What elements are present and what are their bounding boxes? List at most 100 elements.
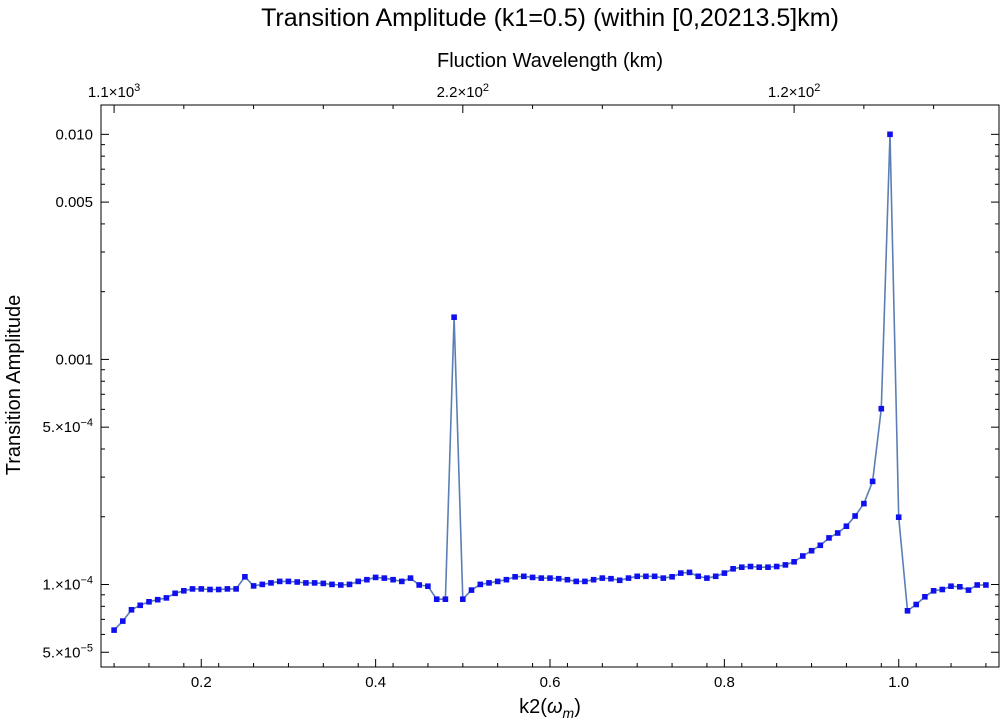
data-point-53 — [573, 578, 579, 585]
data-point-81 — [817, 542, 824, 549]
data-point-67 — [695, 573, 701, 580]
data-point-88 — [878, 405, 885, 412]
data-point-82 — [826, 535, 832, 541]
data-point-5 — [154, 596, 161, 603]
data-point-50 — [547, 575, 553, 581]
series-line-0 — [113, 134, 986, 631]
top-axis-title: Fluction Wavelength (km) — [437, 50, 663, 72]
data-point-31 — [381, 575, 388, 581]
data-point-60 — [634, 573, 640, 580]
data-point-62 — [651, 573, 658, 580]
data-point-55 — [590, 576, 597, 583]
y-tick-label-2: 5.×10−4 — [42, 417, 93, 436]
data-point-68 — [704, 575, 710, 581]
data-point-75 — [765, 564, 771, 570]
data-point-51 — [555, 575, 562, 582]
data-point-80 — [808, 547, 815, 554]
data-point-43 — [486, 580, 492, 586]
data-point-30 — [372, 574, 379, 581]
data-point-25 — [329, 581, 335, 588]
data-point-83 — [834, 530, 841, 536]
data-point-14 — [233, 586, 239, 592]
data-point-48 — [529, 574, 536, 581]
x-tick-label-2: 0.6 — [540, 674, 561, 691]
x-axis-title-subscript: m — [563, 705, 575, 720]
chart-title: Transition Amplitude (k1=0.5) (within [0… — [261, 4, 839, 32]
data-point-23 — [311, 580, 318, 586]
data-point-76 — [773, 563, 780, 570]
data-point-24 — [320, 580, 327, 587]
data-point-8 — [181, 588, 187, 594]
data-point-1 — [120, 618, 126, 624]
data-point-84 — [843, 523, 850, 529]
data-point-74 — [756, 564, 762, 570]
data-point-42 — [477, 581, 484, 588]
data-point-11 — [207, 586, 213, 593]
data-point-36 — [425, 583, 431, 589]
data-point-37 — [433, 596, 440, 602]
y-tick-label-0: 5.×10−5 — [42, 642, 93, 661]
data-point-12 — [215, 586, 222, 593]
data-point-93 — [922, 594, 928, 600]
y-tick-label-5: 0.010 — [55, 126, 93, 143]
data-point-28 — [355, 578, 361, 585]
data-point-33 — [399, 578, 405, 585]
data-point-77 — [782, 562, 789, 568]
data-point-4 — [146, 599, 152, 605]
data-point-9 — [189, 586, 196, 592]
data-point-21 — [294, 579, 300, 585]
data-point-89 — [887, 131, 893, 138]
y-tick-label-3: 0.001 — [55, 351, 93, 368]
x-tick-label-4: 1.0 — [888, 674, 909, 691]
x-axis-title-main: k2 — [519, 696, 540, 718]
data-point-20 — [285, 578, 292, 585]
data-point-49 — [538, 575, 545, 581]
data-point-45 — [503, 576, 510, 583]
data-point-16 — [250, 583, 257, 589]
data-point-19 — [276, 578, 283, 585]
data-point-52 — [564, 576, 571, 583]
x-axis-title: k2(ωm) — [519, 696, 581, 720]
y-tick-label-1: 1.×10−4 — [42, 575, 93, 594]
data-point-2 — [128, 607, 135, 613]
data-point-35 — [416, 582, 422, 588]
x-tick-label-3: 0.8 — [714, 674, 735, 691]
data-point-10 — [198, 586, 205, 592]
x-axis-title-symbol: ω — [547, 696, 563, 718]
data-point-58 — [616, 577, 623, 584]
data-point-59 — [625, 575, 632, 581]
data-point-47 — [521, 573, 527, 580]
data-point-41 — [468, 587, 475, 593]
data-point-61 — [643, 573, 649, 580]
data-point-26 — [338, 582, 344, 588]
data-point-39 — [451, 314, 457, 320]
data-point-6 — [163, 595, 170, 601]
x-axis-title-paren-open: ( — [540, 696, 547, 718]
data-point-13 — [224, 586, 231, 592]
data-point-38 — [442, 596, 449, 602]
data-point-15 — [242, 574, 248, 580]
data-point-73 — [747, 563, 754, 570]
data-point-97 — [957, 584, 963, 590]
top-tick-label-1: 2.2×102 — [437, 82, 489, 101]
x-tick-label-1: 0.4 — [365, 674, 386, 691]
data-point-29 — [364, 576, 370, 583]
series-layer — [111, 131, 989, 633]
data-point-56 — [599, 575, 606, 581]
data-point-91 — [904, 608, 911, 614]
x-tick-label-0: 0.2 — [191, 674, 212, 691]
data-point-65 — [678, 570, 684, 576]
data-point-71 — [730, 566, 736, 572]
data-point-70 — [721, 570, 728, 576]
data-point-87 — [869, 478, 876, 485]
data-point-22 — [303, 580, 309, 586]
data-point-27 — [346, 581, 353, 588]
data-point-94 — [930, 588, 937, 594]
data-point-0 — [111, 627, 117, 633]
data-point-72 — [739, 564, 745, 570]
y-tick-label-4: 0.005 — [55, 194, 93, 211]
data-point-46 — [512, 574, 518, 580]
data-point-98 — [965, 587, 972, 593]
data-point-64 — [669, 574, 675, 580]
